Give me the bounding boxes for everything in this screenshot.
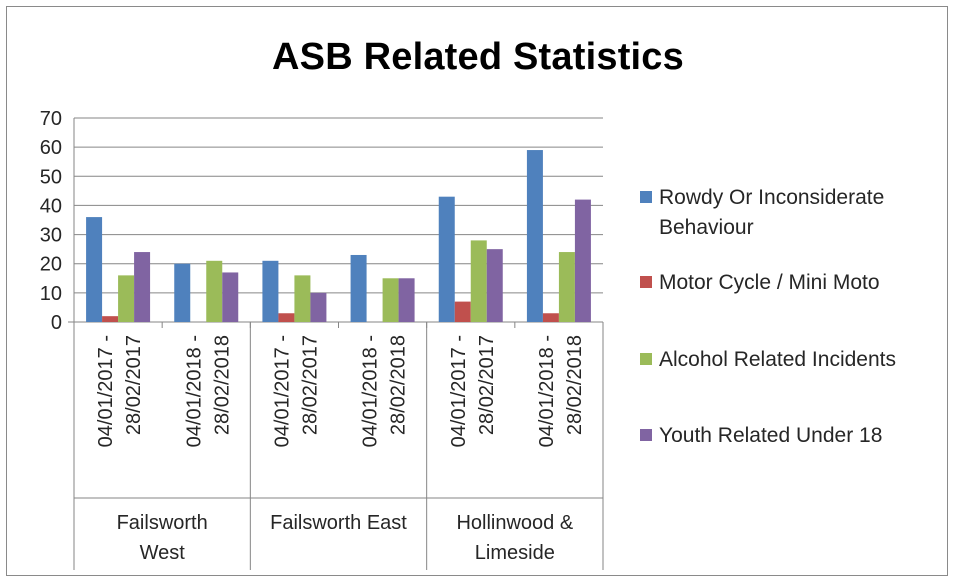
legend-item: Rowdy Or Inconsiderate Behaviour: [640, 183, 949, 243]
y-tick-label: 50: [40, 166, 62, 188]
x-category-label: 04/01/2018 -: [536, 335, 558, 447]
bar: [134, 252, 151, 322]
bar: [438, 196, 455, 322]
x-category-label: 28/02/2017: [299, 335, 321, 435]
bar: [542, 313, 559, 322]
legend-item: Alcohol Related Incidents: [640, 345, 949, 375]
y-tick-label: 60: [40, 137, 62, 159]
y-tick-label: 20: [40, 254, 62, 276]
legend-label-line: Behaviour: [659, 216, 754, 239]
x-category-label: 04/01/2018 -: [360, 335, 382, 447]
bar: [262, 260, 279, 322]
legend-label: Motor Cycle / Mini Moto: [659, 268, 949, 298]
bar: [294, 275, 311, 322]
bar: [526, 150, 543, 322]
bar: [174, 263, 191, 322]
bar: [470, 240, 487, 322]
legend-label: Youth Related Under 18: [659, 421, 949, 451]
legend-swatch: [640, 276, 652, 288]
x-category-label: 28/02/2018: [388, 335, 410, 435]
legend-item: Motor Cycle / Mini Moto: [640, 268, 949, 298]
x-category-label: 28/02/2018: [211, 335, 233, 435]
y-tick-label: 30: [40, 225, 62, 247]
x-category-label: 28/02/2017: [123, 335, 145, 435]
bar: [558, 252, 575, 322]
x-group-label: Failsworth: [117, 512, 208, 534]
x-group-label: West: [140, 542, 186, 564]
y-tick-label: 10: [40, 283, 62, 305]
x-group-label: Failsworth East: [270, 512, 407, 534]
x-category-label: 04/01/2017 -: [448, 335, 470, 447]
legend-label-line: Motor Cycle / Mini Moto: [659, 271, 880, 294]
bar: [486, 249, 503, 322]
y-tick-label: 70: [40, 108, 62, 130]
bar: [86, 217, 103, 322]
x-group-label: Hollinwood &: [456, 512, 573, 534]
x-category-label: 28/02/2017: [476, 335, 498, 435]
bar: [454, 301, 471, 322]
x-category-label: 04/01/2017 -: [271, 335, 293, 447]
bar: [102, 316, 119, 322]
bar: [382, 278, 399, 322]
x-category-label: 04/01/2018 -: [183, 335, 205, 447]
x-group-label: Limeside: [475, 542, 555, 564]
x-category-label: 28/02/2018: [564, 335, 586, 435]
legend-label: Rowdy Or Inconsiderate Behaviour: [659, 183, 949, 243]
x-category-label: 04/01/2017 -: [95, 335, 117, 447]
legend-swatch: [640, 191, 652, 203]
bar: [350, 254, 367, 322]
bar: [278, 313, 295, 322]
legend-label-line: Rowdy Or Inconsiderate: [659, 186, 885, 209]
legend-label: Alcohol Related Incidents: [659, 345, 949, 375]
y-tick-label: 40: [40, 195, 62, 217]
bar: [222, 272, 239, 322]
bar: [310, 292, 327, 322]
legend-label-line: Youth Related Under 18: [659, 424, 883, 447]
chart-title: ASB Related Statistics: [272, 36, 684, 78]
y-tick-label: 0: [51, 312, 62, 334]
bar: [206, 260, 223, 322]
legend-swatch: [640, 353, 652, 365]
legend-swatch: [640, 429, 652, 441]
bar: [398, 278, 415, 322]
legend-label-line: Alcohol Related Incidents: [659, 348, 896, 371]
bar: [118, 275, 135, 322]
bar: [574, 199, 591, 322]
legend-item: Youth Related Under 18: [640, 421, 949, 451]
